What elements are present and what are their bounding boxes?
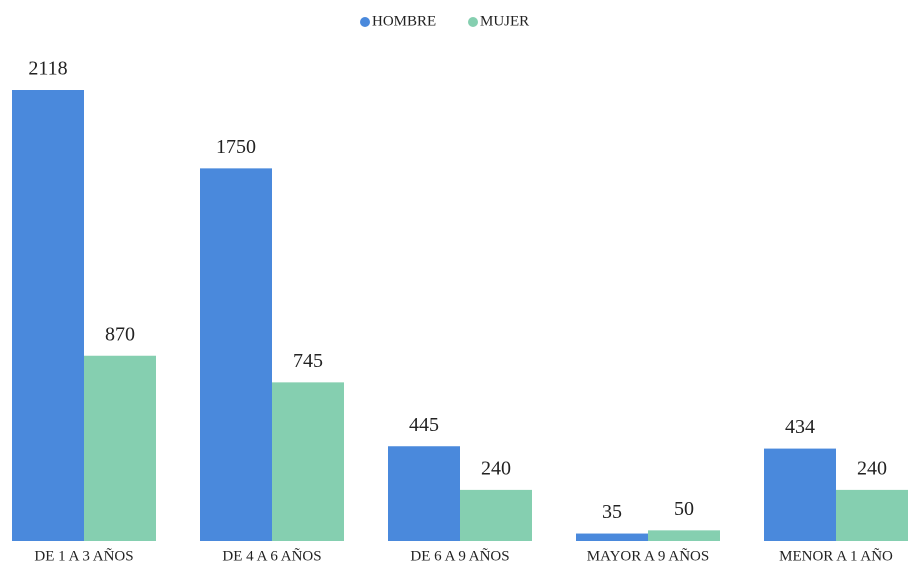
x-tick-label: DE 6 A 9 AÑOS [410,548,509,564]
bar [576,533,648,541]
bar [460,489,532,541]
x-tick-label: DE 1 A 3 AÑOS [34,548,133,564]
data-label: 434 [785,416,815,438]
data-label: 445 [409,414,439,436]
data-label: 240 [857,457,887,479]
bar [272,382,344,541]
x-tick-label: MENOR A 1 AÑO [779,548,893,564]
data-label: 240 [481,457,511,479]
bar [12,90,84,541]
data-label: 745 [293,350,323,372]
bar [388,446,460,541]
legend-marker [360,17,370,27]
bar [84,355,156,541]
data-label: 50 [674,498,694,520]
data-label: 35 [602,501,622,523]
x-tick-label: DE 4 A 6 AÑOS [222,548,321,564]
x-tick-label: MAYOR A 9 AÑOS [587,548,709,564]
bar [764,448,836,541]
bar [836,489,908,541]
legend-label: HOMBRE [372,13,436,29]
bar [200,168,272,541]
legend-marker [468,17,478,27]
bar [648,530,720,541]
legend-label: MUJER [480,13,529,29]
data-label: 1750 [216,136,256,158]
data-label: 870 [105,323,135,345]
data-label: 2118 [28,58,67,80]
